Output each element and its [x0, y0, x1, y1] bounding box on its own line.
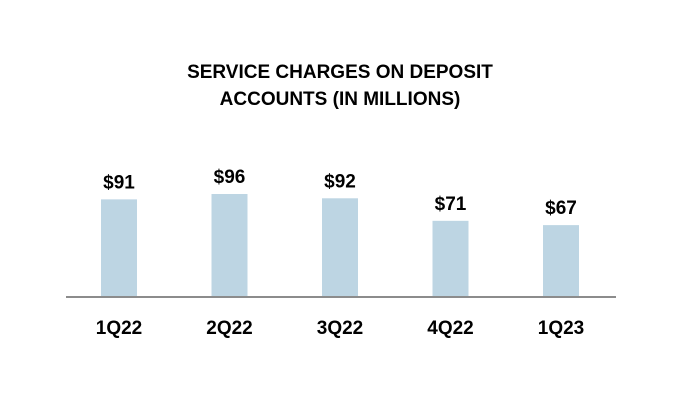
category-labels-layer: 1Q22 2Q22 3Q22 4Q22 1Q23: [96, 318, 584, 339]
bar-2q22: [211, 194, 248, 297]
value-label-1q23: $67: [545, 198, 577, 219]
bar-1q23: [543, 225, 579, 297]
category-label-4q22: 4Q22: [427, 318, 473, 339]
value-labels-layer: $91 $96 $92 $71 $67: [103, 167, 577, 219]
value-label-2q22: $96: [214, 167, 246, 188]
category-label-2q22: 2Q22: [206, 318, 252, 339]
bars-layer: [101, 194, 579, 297]
chart-title-line-2: ACCOUNTS (IN MILLIONS): [219, 89, 461, 110]
category-label-1q22: 1Q22: [96, 318, 142, 339]
value-label-1q22: $91: [103, 172, 135, 193]
bar-4q22: [432, 220, 469, 297]
chart-title-line-1: SERVICE CHARGES ON DEPOSIT: [187, 62, 493, 83]
bar-3q22: [322, 198, 358, 297]
bar-1q22: [101, 199, 137, 297]
value-label-4q22: $71: [435, 194, 467, 215]
category-label-1q23: 1Q23: [538, 318, 584, 339]
category-label-3q22: 3Q22: [317, 318, 363, 339]
value-label-3q22: $92: [324, 171, 356, 192]
